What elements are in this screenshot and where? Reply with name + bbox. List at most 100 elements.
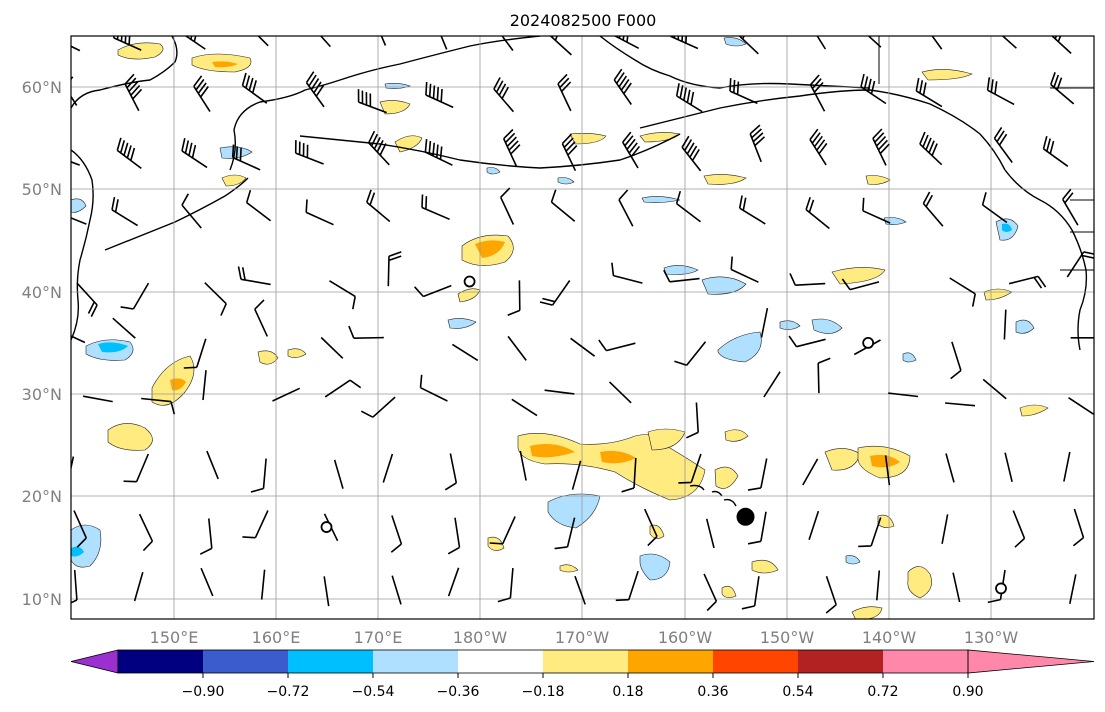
wind-barb xyxy=(570,337,596,357)
wind-barb xyxy=(574,575,586,605)
lat-tick-label: 50°N xyxy=(22,180,62,199)
contour-positive xyxy=(907,566,932,599)
wind-barb xyxy=(860,73,887,105)
wind-barb xyxy=(419,374,448,402)
contour-positive xyxy=(257,350,279,365)
wind-barb xyxy=(982,378,1007,400)
colorbar-tick-label: 0.72 xyxy=(867,684,898,700)
lat-tick-label: 40°N xyxy=(22,283,62,302)
wind-barb xyxy=(425,81,454,109)
contour-negative xyxy=(641,196,681,203)
wind-barb xyxy=(981,192,1008,224)
contour-positive xyxy=(117,42,164,60)
wind-barb xyxy=(808,510,820,540)
wind-barb xyxy=(424,139,453,166)
lon-tick-label: 160°E xyxy=(252,628,301,647)
coastline-kamchatka xyxy=(229,36,541,171)
wind-barb xyxy=(183,338,207,369)
coastline-okhotsk xyxy=(71,149,94,341)
wind-barb xyxy=(112,317,136,339)
colorbar-segment xyxy=(883,650,968,673)
colorbar-segment xyxy=(798,650,883,673)
wind-barb xyxy=(986,77,1015,106)
wind-barb xyxy=(366,189,391,223)
lon-tick-label: 130°W xyxy=(964,628,1019,647)
wind-barb xyxy=(323,576,330,607)
wind-barb xyxy=(1050,36,1072,54)
wind-barb xyxy=(120,282,150,310)
wind-barb xyxy=(71,570,78,604)
wind-barb xyxy=(941,514,949,544)
contour-negative xyxy=(701,276,747,295)
station-markers xyxy=(320,275,1007,595)
wind-barb xyxy=(206,450,219,480)
wind-barb xyxy=(254,299,269,337)
wind-barb xyxy=(611,262,643,284)
contour-negative xyxy=(71,546,84,557)
wind-barb xyxy=(749,124,766,163)
wind-barb xyxy=(451,343,479,362)
wind-barb xyxy=(884,455,891,486)
contour-negative xyxy=(811,318,843,334)
wind-barb xyxy=(922,191,944,227)
wind-barb xyxy=(237,266,271,286)
contour-fills xyxy=(71,37,1049,619)
wind-barb xyxy=(489,516,516,545)
wind-barb xyxy=(945,402,976,407)
contour-negative xyxy=(71,198,87,213)
contour-positive xyxy=(600,450,636,464)
wind-barb xyxy=(348,325,384,339)
wind-barb xyxy=(945,453,955,483)
colorbar-tick-label: −0.18 xyxy=(522,684,565,700)
lon-tick-label: 140°W xyxy=(862,628,917,647)
wind-barb xyxy=(382,453,394,483)
wind-barb xyxy=(663,269,700,283)
contour-positive xyxy=(865,175,891,185)
wind-barb xyxy=(193,75,211,113)
map-background xyxy=(71,36,1094,619)
lon-tick-label: 160°W xyxy=(658,628,713,647)
wind-barb xyxy=(729,78,758,105)
lat-tick-label: 60°N xyxy=(22,78,62,97)
wind-barb xyxy=(124,73,143,112)
wind-barb xyxy=(674,341,707,366)
wind-barb xyxy=(414,284,452,298)
lat-tick-label: 30°N xyxy=(22,385,62,404)
map-frame xyxy=(70,35,1095,620)
lat-tick-label: 10°N xyxy=(22,590,62,609)
wind-barb xyxy=(730,256,759,283)
contour-negative xyxy=(98,342,128,353)
colorbar-tick-label: 0.18 xyxy=(612,684,643,700)
wind-barb xyxy=(557,73,572,112)
wind-barb xyxy=(618,189,634,227)
wind-barb xyxy=(181,193,202,229)
wind-barb xyxy=(561,133,578,172)
colorbar-extend-low xyxy=(70,649,119,674)
wind-barb xyxy=(950,341,962,380)
wind-barb xyxy=(675,83,703,113)
wind-barb xyxy=(333,459,344,489)
contour-positive xyxy=(379,100,411,115)
wind-barb xyxy=(324,379,362,398)
wind-barb xyxy=(1062,188,1079,226)
coastline-alaska-west xyxy=(599,36,871,89)
wind-barb xyxy=(73,510,88,548)
wind-barb xyxy=(181,138,208,169)
wind-barb xyxy=(76,282,98,317)
wind-barb xyxy=(862,197,891,224)
contour-positive xyxy=(751,559,779,574)
wind-barb xyxy=(643,508,658,547)
wind-barb xyxy=(1001,36,1017,49)
wind-barb xyxy=(621,457,637,493)
wind-barb xyxy=(231,144,261,171)
wind-barb xyxy=(123,453,150,483)
wind-barb xyxy=(1012,510,1026,548)
colorbar-segment xyxy=(543,650,628,673)
lon-tick-label: 150°E xyxy=(150,628,199,647)
lat-tick-labels: 10°N 20°N 30°N 40°N 50°N 60°N xyxy=(22,78,62,609)
contour-negative xyxy=(1002,223,1012,232)
coastlines xyxy=(71,36,1088,507)
colorbar-segment xyxy=(458,650,543,673)
contour-positive xyxy=(221,174,247,187)
